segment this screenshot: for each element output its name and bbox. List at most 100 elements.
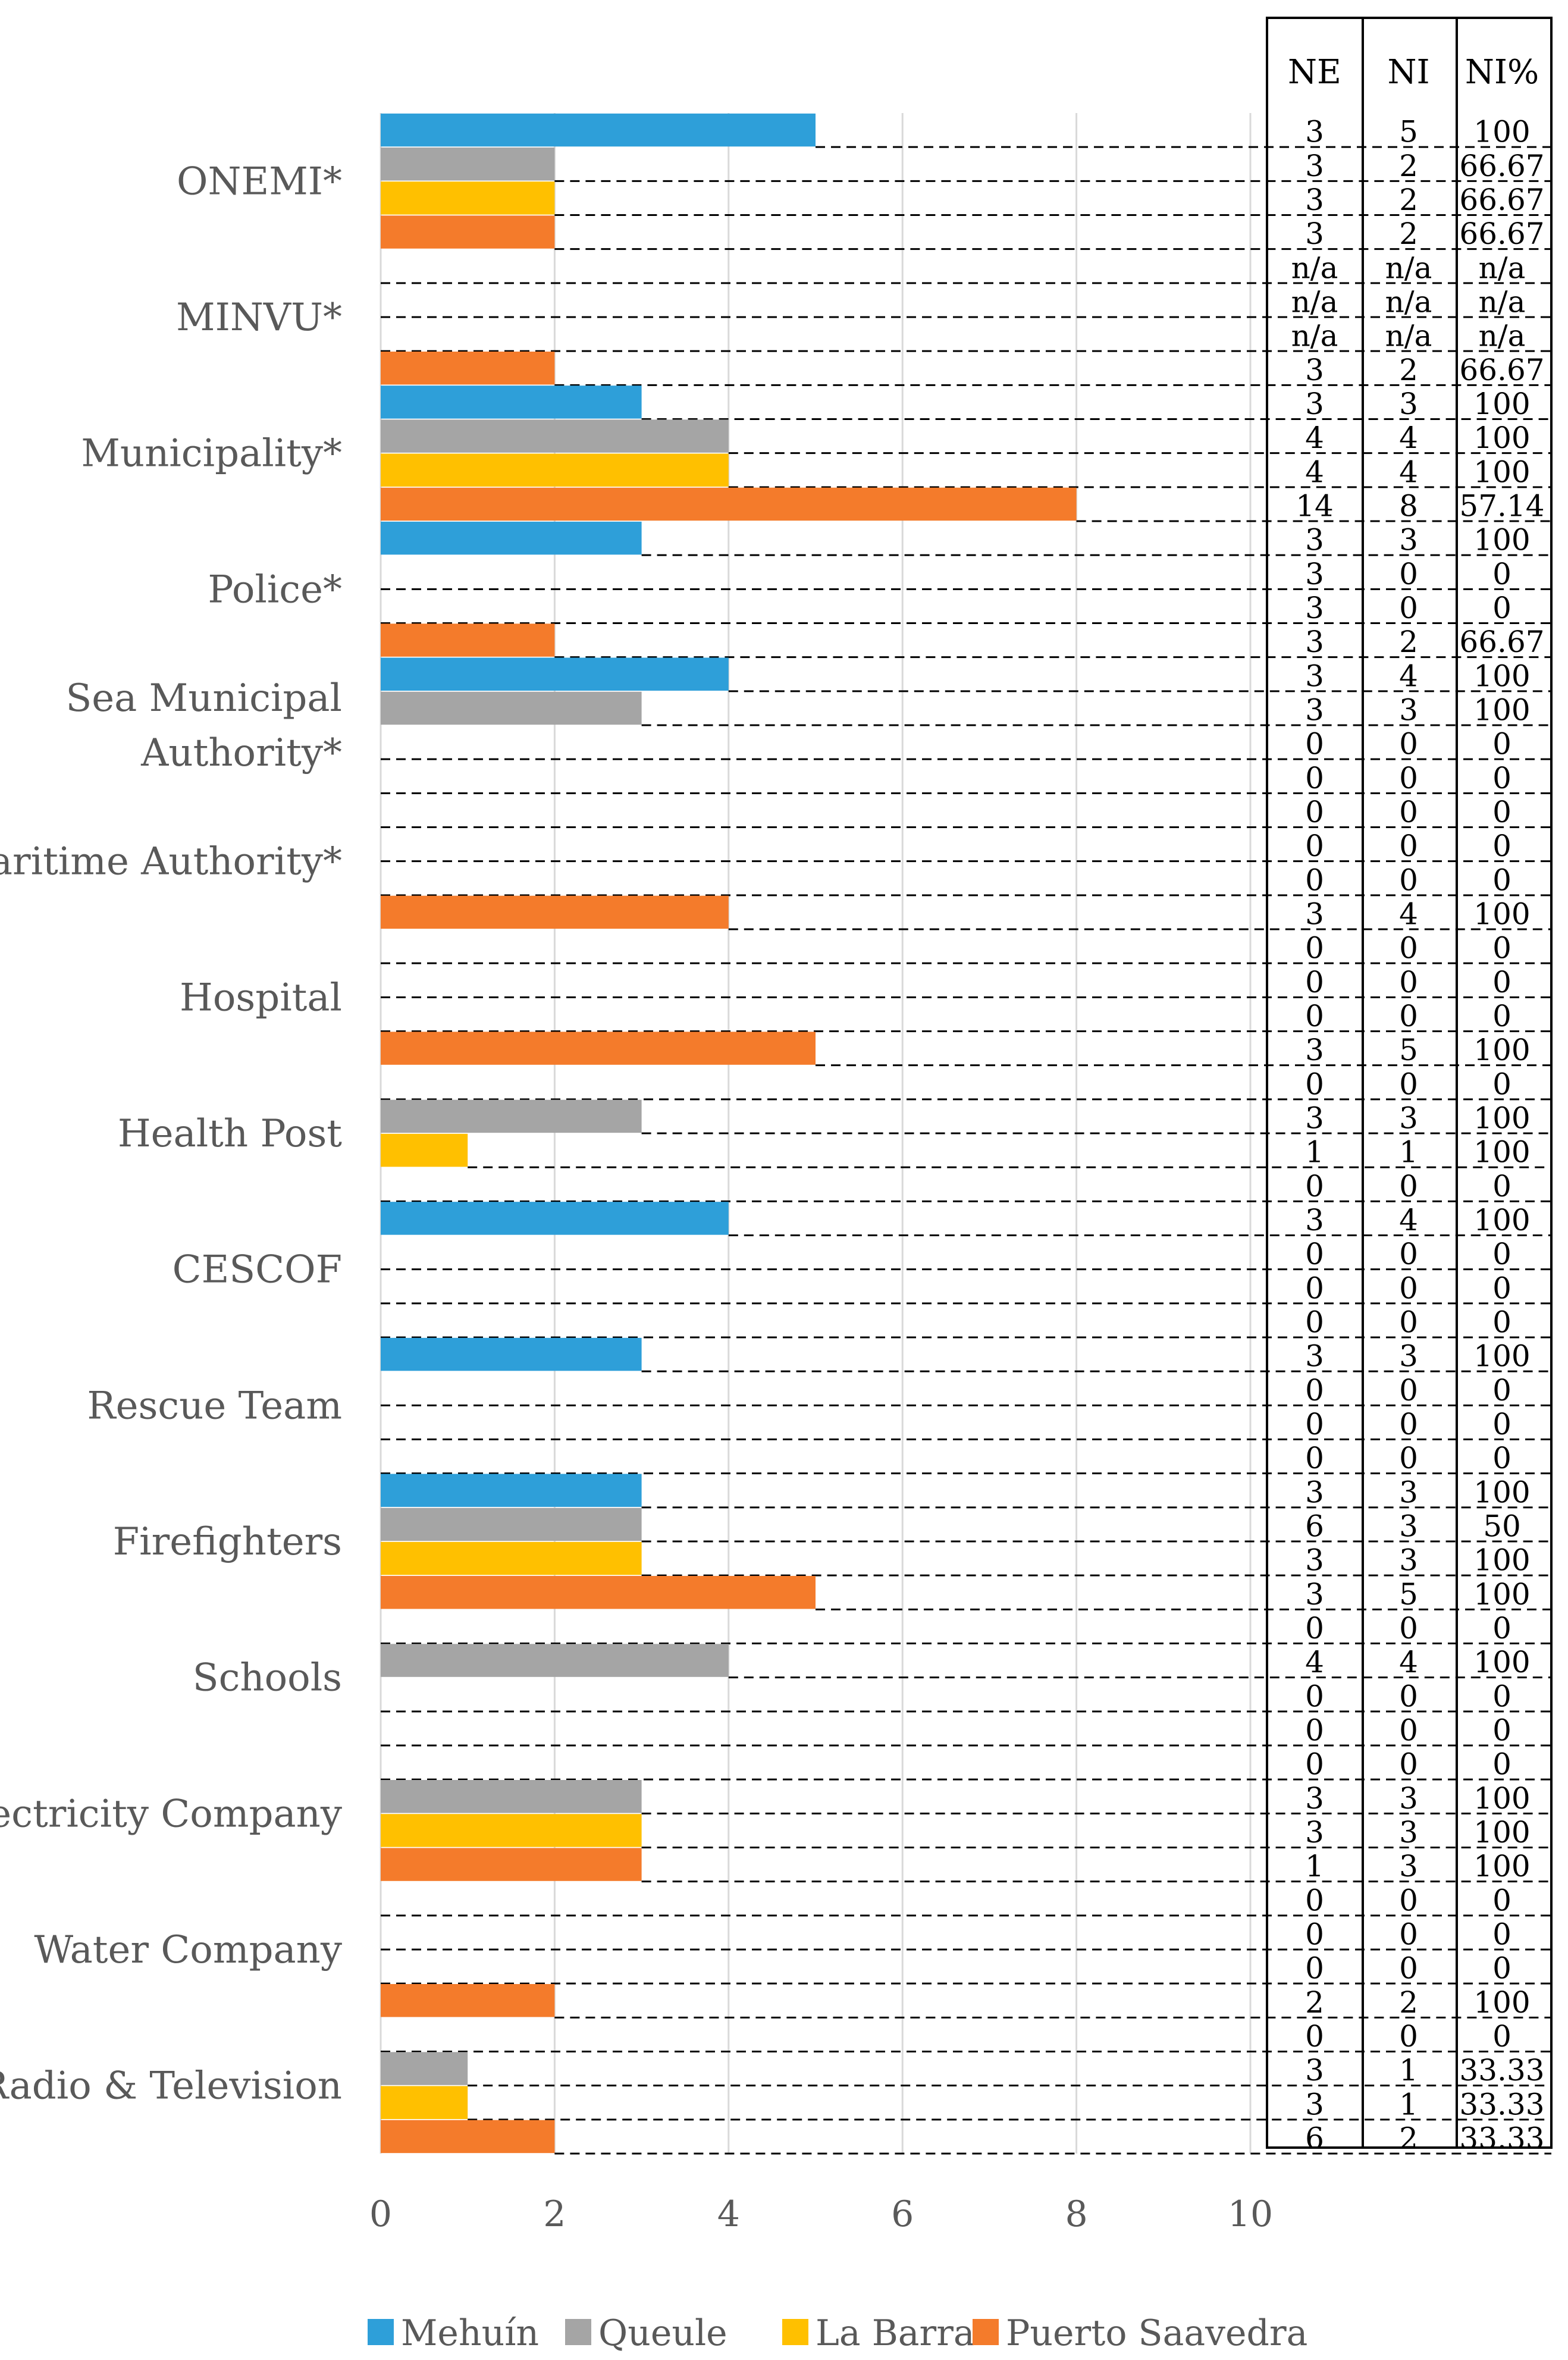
ne-value-water-company-la-barra: 0 xyxy=(1305,1951,1324,1986)
ne-value-police-queule: 3 xyxy=(1305,557,1324,591)
bar-police-puerto-saavedra xyxy=(381,623,555,657)
bar-radio-television-puerto-saavedra xyxy=(381,2120,555,2154)
bar-onemi-queule xyxy=(381,148,555,181)
ni-pct-value-hospital-queule: 0 xyxy=(1492,965,1511,999)
ni-value-firefighters-mehu-n: 3 xyxy=(1399,1475,1418,1509)
ni-value-firefighters-queule: 3 xyxy=(1399,1509,1418,1543)
ni-pct-value-municipality-queule: 100 xyxy=(1473,421,1530,455)
ni-value-rescue-team-puerto-saavedra: 0 xyxy=(1399,1441,1418,1475)
ne-value-rescue-team-la-barra: 0 xyxy=(1305,1407,1324,1441)
bar-health-post-la-barra xyxy=(381,1133,468,1167)
ni-pct-value-water-company-mehu-n: 0 xyxy=(1492,1883,1511,1917)
ne-value-hospital-queule: 0 xyxy=(1305,965,1324,999)
ni-value-radio-television-la-barra: 1 xyxy=(1399,2087,1418,2121)
ne-value-maritime-authority-queule: 0 xyxy=(1305,829,1324,863)
ne-value-water-company-puerto-saavedra: 2 xyxy=(1305,1985,1324,2020)
category-label-minvu: MINVU* xyxy=(176,296,342,340)
ni-pct-value-municipality-la-barra: 100 xyxy=(1473,455,1530,489)
ni-pct-value-maritime-authority-queule: 0 xyxy=(1492,829,1511,863)
ne-value-rescue-team-queule: 0 xyxy=(1305,1373,1324,1408)
ni-pct-value-hospital-puerto-saavedra: 100 xyxy=(1473,1033,1530,1067)
ni-pct-value-rescue-team-puerto-saavedra: 0 xyxy=(1492,1441,1511,1475)
legend-label-mehu-n: Mehuín xyxy=(401,2312,539,2354)
ni-value-health-post-puerto-saavedra: 0 xyxy=(1399,1169,1418,1203)
bar-sea-municipal-authority-queule xyxy=(381,691,642,725)
category-label-cescof: CESCOF xyxy=(173,1248,342,1292)
ni-value-minvu-queule: n/a xyxy=(1385,284,1432,319)
ne-value-firefighters-la-barra: 3 xyxy=(1305,1543,1324,1578)
ni-value-schools-puerto-saavedra: 0 xyxy=(1399,1713,1418,1747)
ne-value-firefighters-queule: 6 xyxy=(1305,1509,1324,1543)
ne-value-health-post-la-barra: 1 xyxy=(1305,1135,1324,1170)
ne-value-cescof-mehu-n: 3 xyxy=(1305,1203,1324,1237)
table-header-ne: NE xyxy=(1288,53,1341,92)
bar-municipality-la-barra xyxy=(381,453,729,487)
bar-onemi-mehu-n xyxy=(381,113,816,147)
ni-value-schools-queule: 4 xyxy=(1399,1645,1418,1679)
ni-pct-value-firefighters-puerto-saavedra: 100 xyxy=(1473,1577,1530,1612)
category-label-maritime-authority: Maritime Authority* xyxy=(0,840,342,884)
ni-value-minvu-la-barra: n/a xyxy=(1385,319,1432,353)
legend-label-queule: Queule xyxy=(598,2312,727,2354)
ni-value-firefighters-la-barra: 3 xyxy=(1399,1543,1418,1578)
bar-radio-television-la-barra xyxy=(381,2086,468,2119)
bar-municipality-mehu-n xyxy=(381,386,642,419)
ni-pct-value-cescof-puerto-saavedra: 0 xyxy=(1492,1305,1511,1339)
ne-value-minvu-queule: n/a xyxy=(1291,284,1338,319)
ni-value-sea-municipal-authority-puerto-saavedra: 0 xyxy=(1399,761,1418,795)
ni-value-sea-municipal-authority-mehu-n: 4 xyxy=(1399,659,1418,693)
ni-pct-value-radio-television-mehu-n: 0 xyxy=(1492,2019,1511,2054)
bar-electricity-company-la-barra xyxy=(381,1814,642,1847)
ni-pct-value-minvu-la-barra: n/a xyxy=(1479,319,1526,353)
bar-firefighters-la-barra xyxy=(381,1541,642,1575)
ne-value-minvu-puerto-saavedra: 3 xyxy=(1305,353,1324,387)
bar-electricity-company-queule xyxy=(381,1780,642,1813)
ne-value-health-post-puerto-saavedra: 0 xyxy=(1305,1169,1324,1203)
ne-value-electricity-company-mehu-n: 0 xyxy=(1305,1747,1324,1782)
ne-value-onemi-puerto-saavedra: 3 xyxy=(1305,217,1324,251)
bar-onemi-puerto-saavedra xyxy=(381,215,555,249)
ni-value-radio-television-queule: 1 xyxy=(1399,2053,1418,2088)
ne-value-sea-municipal-authority-la-barra: 0 xyxy=(1305,727,1324,761)
ni-pct-value-firefighters-mehu-n: 100 xyxy=(1473,1475,1530,1509)
category-label-water-company: Water Company xyxy=(34,1928,342,1972)
ni-value-health-post-queule: 3 xyxy=(1399,1101,1418,1135)
ni-pct-value-hospital-mehu-n: 0 xyxy=(1492,931,1511,966)
ni-value-municipality-queule: 4 xyxy=(1399,421,1418,455)
ni-value-water-company-mehu-n: 0 xyxy=(1399,1883,1418,1917)
ni-value-water-company-la-barra: 0 xyxy=(1399,1951,1418,1986)
legend-swatch-la-barra xyxy=(782,2319,808,2345)
ni-pct-value-schools-la-barra: 0 xyxy=(1492,1679,1511,1713)
ni-value-maritime-authority-mehu-n: 0 xyxy=(1399,795,1418,829)
ne-value-maritime-authority-mehu-n: 0 xyxy=(1305,795,1324,829)
ni-value-electricity-company-la-barra: 3 xyxy=(1399,1815,1418,1850)
ni-pct-value-police-la-barra: 0 xyxy=(1492,591,1511,625)
ne-value-minvu-la-barra: n/a xyxy=(1291,319,1338,353)
ni-pct-value-electricity-company-la-barra: 100 xyxy=(1473,1815,1530,1850)
ne-value-minvu-mehu-n: n/a xyxy=(1291,250,1338,285)
ne-value-health-post-mehu-n: 0 xyxy=(1305,1067,1324,1101)
ne-value-maritime-authority-puerto-saavedra: 3 xyxy=(1305,897,1324,931)
ni-value-hospital-puerto-saavedra: 5 xyxy=(1399,1033,1418,1067)
table-header-ni: NI xyxy=(1387,53,1429,92)
ne-value-municipality-la-barra: 4 xyxy=(1305,455,1324,489)
bar-health-post-queule xyxy=(381,1099,642,1133)
ne-value-schools-la-barra: 0 xyxy=(1305,1679,1324,1713)
bar-rescue-team-mehu-n xyxy=(381,1337,642,1371)
ni-pct-value-municipality-mehu-n: 100 xyxy=(1473,387,1530,421)
ne-value-hospital-puerto-saavedra: 3 xyxy=(1305,1033,1324,1067)
ni-pct-value-firefighters-la-barra: 100 xyxy=(1473,1543,1530,1578)
ni-pct-value-water-company-puerto-saavedra: 100 xyxy=(1473,1985,1530,2020)
ni-pct-value-onemi-queule: 66.67 xyxy=(1459,149,1544,183)
ne-value-radio-television-queule: 3 xyxy=(1305,2053,1324,2088)
ne-value-municipality-mehu-n: 3 xyxy=(1305,387,1324,421)
x-tick-6: 6 xyxy=(891,2193,914,2235)
ne-value-cescof-la-barra: 0 xyxy=(1305,1271,1324,1305)
bar-minvu-puerto-saavedra xyxy=(381,352,555,385)
ni-value-firefighters-puerto-saavedra: 5 xyxy=(1399,1577,1418,1612)
row-leader-lines xyxy=(381,146,1551,2155)
ni-pct-value-cescof-queule: 0 xyxy=(1492,1237,1511,1271)
ni-pct-value-police-mehu-n: 100 xyxy=(1473,523,1530,557)
ni-value-schools-la-barra: 0 xyxy=(1399,1679,1418,1713)
ni-value-hospital-la-barra: 0 xyxy=(1399,999,1418,1033)
